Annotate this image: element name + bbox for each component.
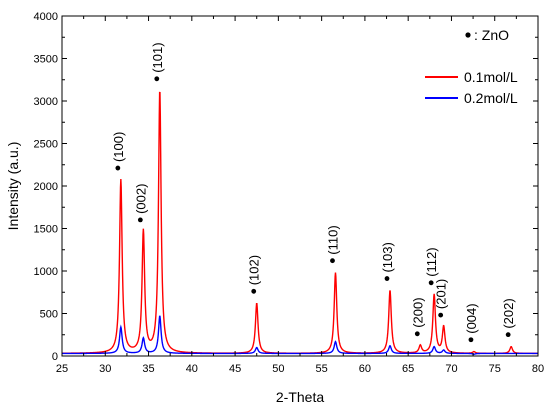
x-tick-label: 40	[186, 363, 198, 375]
peak-label: (101)	[150, 42, 165, 72]
y-tick-label: 4000	[34, 11, 58, 23]
x-tick-label: 55	[316, 363, 328, 375]
peak-label: (201)	[434, 279, 449, 309]
peak-marker-dot	[154, 76, 160, 82]
peak-label: (100)	[111, 132, 126, 162]
legend: : ZnO 0.1mol/L 0.2mol/L	[425, 27, 518, 106]
peak-label: (200)	[410, 297, 425, 327]
x-tick-label: 50	[272, 363, 284, 375]
y-tick-label: 0	[52, 351, 58, 363]
peak-marker-dot	[115, 165, 121, 171]
x-tick-label: 30	[99, 363, 111, 375]
peak-label: (103)	[380, 242, 395, 272]
x-axis-title: 2-Theta	[276, 389, 324, 405]
peak-label: (112)	[424, 247, 439, 276]
y-tick-label: 2500	[34, 139, 58, 151]
y-tick-label: 3500	[34, 54, 58, 66]
peak-annotations: (100) (002) (101) (102) (110) (103) (200) (112)…	[111, 42, 516, 343]
x-tick-label: 75	[489, 363, 501, 375]
x-tick-label: 25	[56, 363, 68, 375]
y-tick-label: 3000	[34, 96, 58, 108]
peak-marker-dot	[330, 258, 335, 264]
y-tick-label: 1000	[34, 266, 58, 278]
x-tick-label: 65	[402, 363, 414, 375]
legend-label-1: 0.1mol/L	[464, 69, 518, 85]
peak-marker-dot	[438, 312, 444, 318]
x-tick-label: 45	[229, 363, 241, 375]
peak-marker-dot	[384, 276, 390, 281]
x-tick-label: 80	[532, 363, 544, 375]
x-tick-label: 70	[445, 363, 457, 375]
peak-marker-dot	[468, 337, 474, 343]
peak-label: (110)	[325, 225, 340, 254]
peak-label: (102)	[247, 255, 262, 285]
x-tick-label: 35	[142, 363, 154, 375]
peak-label: (202)	[501, 298, 516, 328]
y-tick-label: 1500	[34, 224, 58, 236]
legend-marker-dot	[465, 32, 471, 38]
peak-marker-dot	[414, 331, 420, 337]
peak-marker-dot	[505, 332, 511, 338]
peak-label: (002)	[133, 184, 148, 214]
y-axis-ticks: 0 500 1000 1500 2000 2500 3000 3500 4000	[34, 11, 538, 363]
y-axis-title: Intensity (a.u.)	[5, 142, 21, 231]
peak-marker-dot	[251, 288, 257, 294]
x-axis-ticks: 25 30 35 40 45 50 55 60 65 70 75 80	[56, 16, 544, 375]
legend-marker-label: : ZnO	[474, 27, 509, 43]
peak-marker-dot	[137, 217, 143, 223]
legend-label-2: 0.2mol/L	[464, 90, 518, 106]
peak-label: (004)	[464, 303, 479, 333]
x-tick-label: 60	[359, 363, 371, 375]
y-tick-label: 2000	[34, 181, 58, 193]
peak-marker-dot	[428, 280, 434, 286]
y-tick-label: 500	[40, 309, 58, 321]
